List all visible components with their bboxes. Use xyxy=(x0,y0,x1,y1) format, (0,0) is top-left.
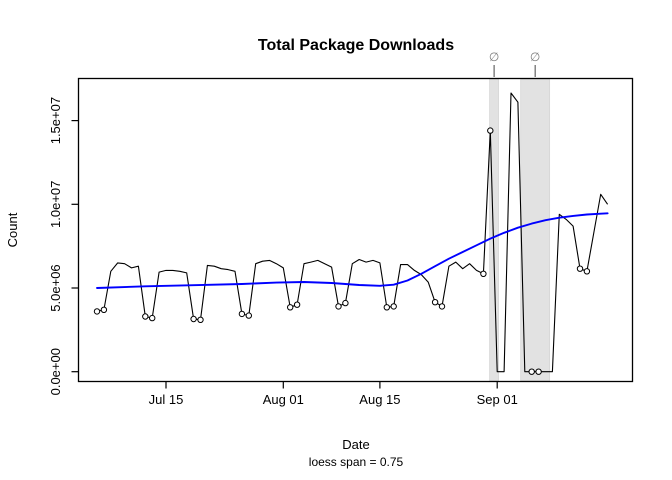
weekend-point-marker xyxy=(528,368,535,375)
x-tick-label: Aug 15 xyxy=(359,392,400,407)
weekend-point-marker xyxy=(238,310,246,318)
weekend-point-marker xyxy=(149,314,156,322)
axes-layer: Jul 15 Aug 01 Aug 15 Sep 01 0.0e+00 5.0e+06 1.… xyxy=(48,77,634,407)
y-tick-label: 1.5e+07 xyxy=(48,97,63,144)
y-tick-label: 1.0e+07 xyxy=(48,181,63,228)
x-tick-label: Sep 01 xyxy=(477,392,518,407)
weekend-point-marker xyxy=(480,270,487,277)
weekend-point-marker xyxy=(190,315,197,323)
weekend-point-marker xyxy=(197,316,204,323)
plot-layer xyxy=(93,92,609,375)
missing-data-band xyxy=(489,78,499,382)
y-axis-title: Count xyxy=(5,212,20,247)
weekend-point-marker xyxy=(335,303,342,310)
daily-downloads-line xyxy=(96,92,609,373)
missing-data-bands: ∅ ∅ xyxy=(489,50,551,382)
weekend-point-marker xyxy=(342,299,349,307)
x-tick-label: Aug 01 xyxy=(263,392,304,407)
weekend-point-marker xyxy=(383,304,390,311)
weekend-point-marker xyxy=(576,265,584,272)
weekend-point-marker xyxy=(535,368,542,375)
weekend-point-marker xyxy=(93,308,101,315)
chart-title: Total Package Downloads xyxy=(258,37,454,54)
y-tick-label: 5.0e+06 xyxy=(48,264,63,311)
weekend-point-marker xyxy=(431,299,439,306)
weekend-point-marker xyxy=(293,301,301,308)
weekend-point-marker xyxy=(487,127,494,134)
weekend-point-marker xyxy=(438,303,446,310)
x-tick-label: Jul 15 xyxy=(149,392,184,407)
loess-smooth-line xyxy=(96,212,609,289)
missing-data-band xyxy=(520,78,551,382)
null-set-icon: ∅ xyxy=(530,50,540,64)
y-tick-label: 0.0e+00 xyxy=(48,348,63,395)
weekend-point-marker xyxy=(287,304,294,311)
weekend-point-marker xyxy=(100,306,108,313)
plot-box xyxy=(77,77,634,383)
weekend-point-marker xyxy=(142,313,149,320)
x-axis-title: Date xyxy=(342,437,369,452)
null-set-icon: ∅ xyxy=(489,50,499,64)
subtitle-loess-span: loess span = 0.75 xyxy=(309,455,404,469)
weekend-point-marker xyxy=(583,268,591,275)
weekend-point-marker xyxy=(245,312,253,319)
weekend-point-marker xyxy=(390,303,397,310)
